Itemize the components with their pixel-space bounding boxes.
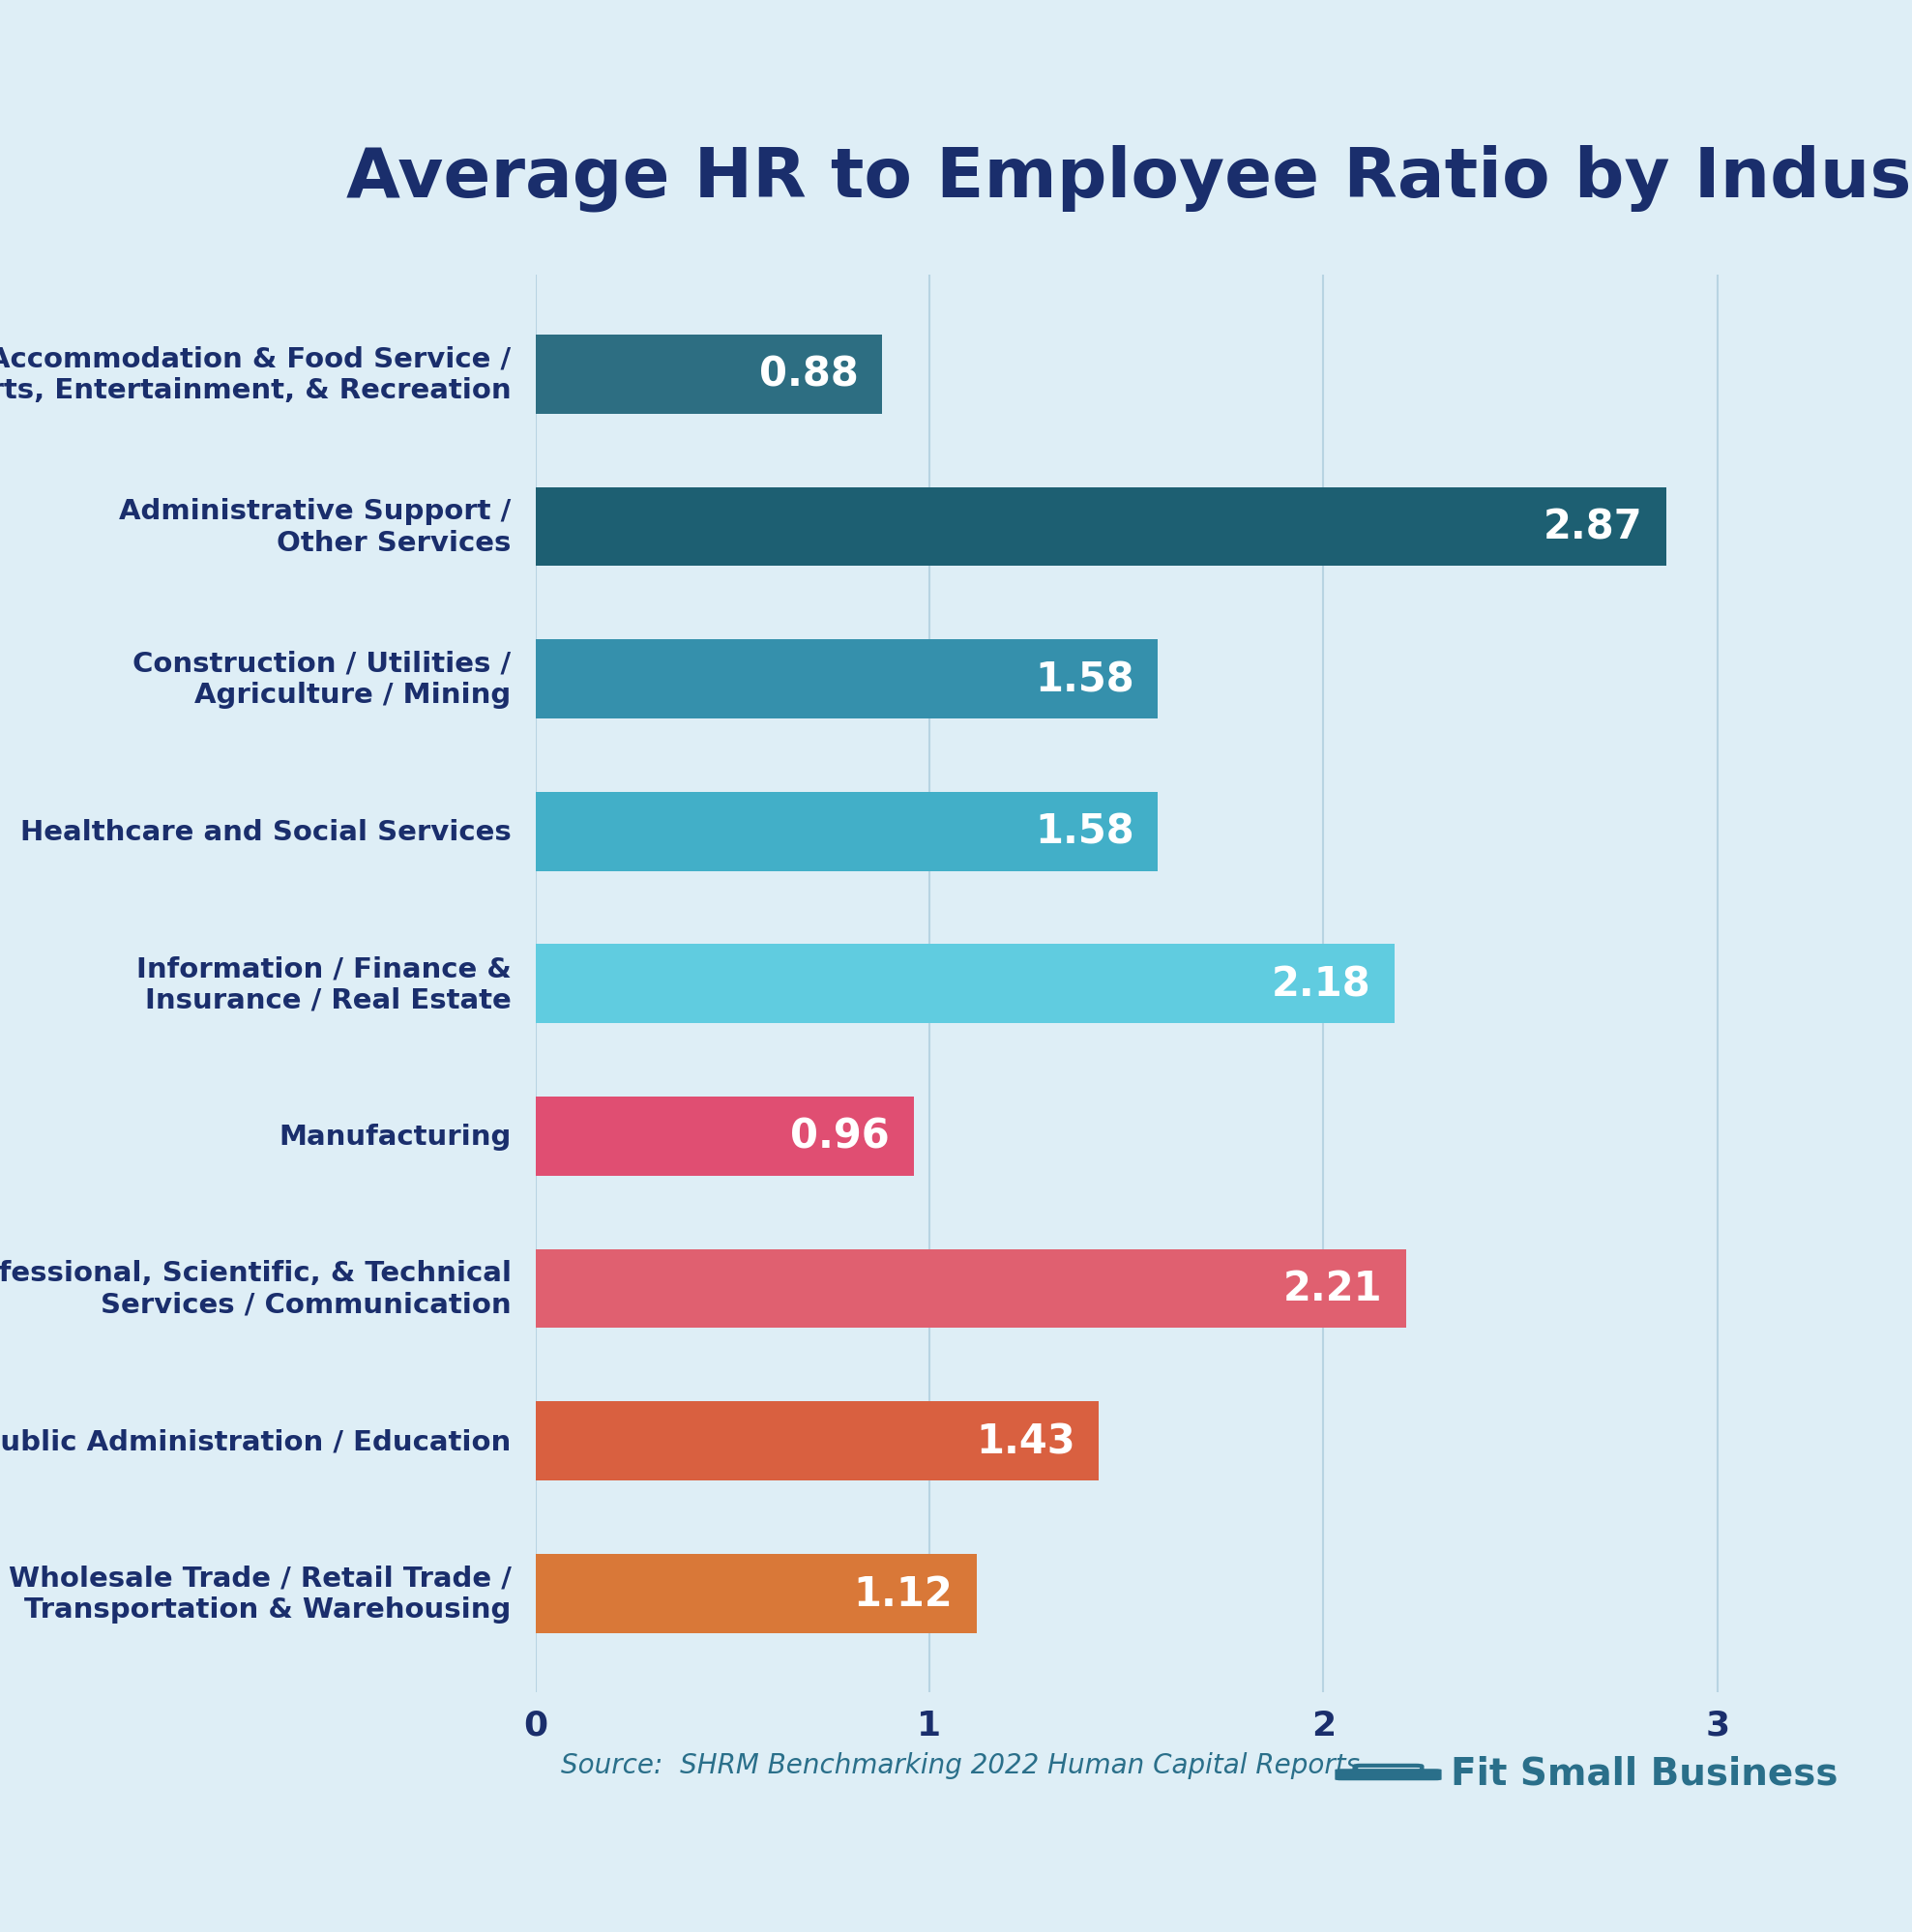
Bar: [535, 639, 1159, 719]
FancyBboxPatch shape: [1335, 1770, 1442, 1781]
Text: 1.58: 1.58: [1034, 659, 1134, 699]
Text: Source:  SHRM Benchmarking 2022 Human Capital Reports: Source: SHRM Benchmarking 2022 Human Cap…: [562, 1752, 1359, 1779]
Text: 1.43: 1.43: [975, 1420, 1075, 1461]
Bar: [535, 487, 1665, 566]
Text: 2.21: 2.21: [1283, 1269, 1382, 1310]
Bar: [535, 1553, 977, 1633]
Text: 0.88: 0.88: [759, 355, 858, 396]
Text: 2.18: 2.18: [1271, 964, 1371, 1005]
Bar: [535, 792, 1159, 871]
Text: 2.87: 2.87: [1543, 506, 1642, 547]
Bar: [535, 336, 881, 415]
Bar: [535, 945, 1394, 1024]
Text: Fit Small Business: Fit Small Business: [1451, 1754, 1837, 1791]
Text: 0.96: 0.96: [790, 1117, 889, 1157]
Bar: [535, 1250, 1405, 1329]
Text: 1.12: 1.12: [853, 1573, 952, 1613]
Bar: [535, 1401, 1099, 1480]
Text: Average HR to Employee Ratio by Industry: Average HR to Employee Ratio by Industry: [346, 145, 1912, 211]
Text: 1.58: 1.58: [1034, 811, 1134, 852]
Bar: [535, 1097, 914, 1177]
